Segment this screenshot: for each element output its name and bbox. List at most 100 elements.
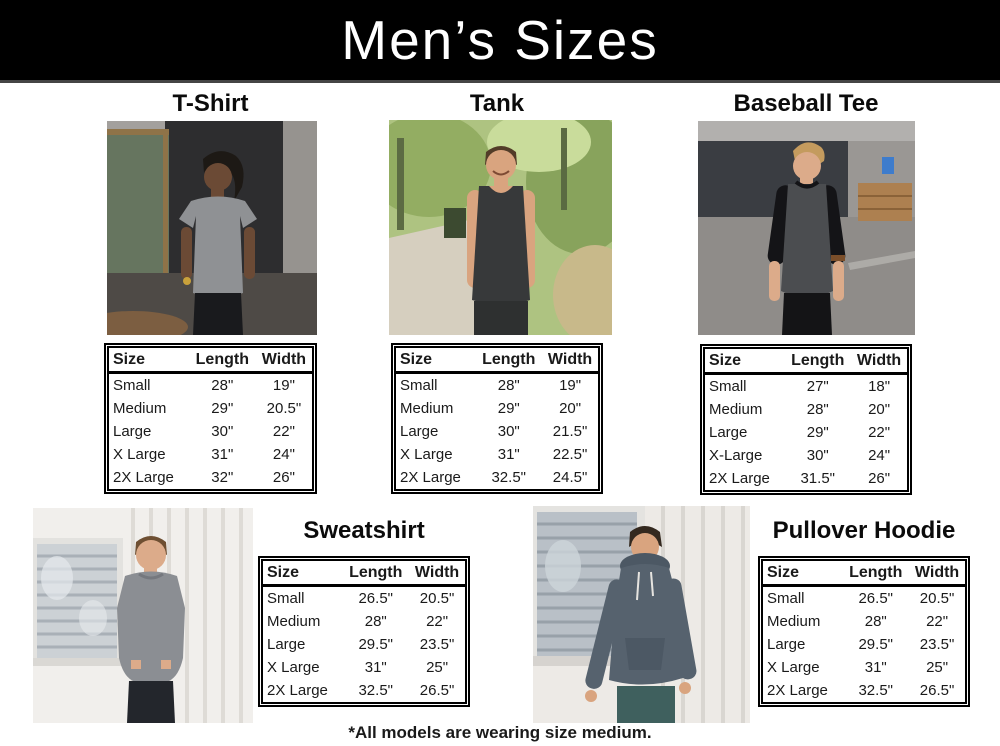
size-cell: Large bbox=[400, 423, 439, 440]
size-table: Size Length Width Small 27" 18" Medium 28" 20" La… bbox=[703, 347, 909, 492]
size-cell: 30" bbox=[211, 423, 234, 440]
size-row: Large 29.5" 23.5" bbox=[262, 633, 466, 656]
size-cell: 29" bbox=[211, 400, 234, 417]
size-table: Size Length Width Small 28" 19" Medium 29" 20.5"… bbox=[107, 346, 314, 491]
size-row: 2X Large 32.5" 26.5" bbox=[262, 679, 466, 703]
size-cell: 31" bbox=[864, 659, 887, 676]
size-table-header-row: Size Length Width bbox=[762, 560, 966, 587]
size-row: X-Large 30" 24" bbox=[704, 444, 908, 467]
tank-model-photo bbox=[389, 120, 612, 335]
size-cell: 19" bbox=[559, 377, 582, 394]
size-row: X Large 31" 25" bbox=[262, 656, 466, 679]
size-cell: 26.5" bbox=[358, 590, 393, 607]
size-cell: Small bbox=[113, 377, 151, 394]
size-row: Large 30" 21.5" bbox=[395, 420, 599, 443]
size-cell: 28" bbox=[211, 377, 234, 394]
column-header: Length bbox=[842, 560, 910, 587]
size-cell: 20" bbox=[868, 401, 891, 418]
size-cell: 31" bbox=[364, 659, 387, 676]
size-cell: 26.5" bbox=[858, 590, 893, 607]
size-cell: Medium bbox=[767, 613, 821, 630]
size-cell: X Large bbox=[400, 446, 453, 463]
size-cell: 2X Large bbox=[400, 469, 461, 486]
size-cell: Large bbox=[709, 424, 748, 441]
size-cell: 20.5" bbox=[919, 590, 955, 607]
column-header: Length bbox=[784, 348, 852, 375]
column-header: Length bbox=[188, 347, 256, 374]
size-cell: 32.5" bbox=[491, 469, 526, 486]
size-cell: 25" bbox=[426, 659, 449, 676]
size-table-header-row: Size Length Width bbox=[395, 347, 599, 374]
size-cell: Medium bbox=[267, 613, 321, 630]
column-header: Length bbox=[342, 560, 410, 587]
size-row: Small 27" 18" bbox=[704, 374, 908, 399]
size-row: Large 29" 22" bbox=[704, 421, 908, 444]
size-row: 2X Large 32" 26" bbox=[108, 466, 313, 490]
tshirt-model-photo bbox=[107, 121, 317, 335]
column-header: Width bbox=[542, 347, 599, 374]
size-row: Small 28" 19" bbox=[108, 373, 313, 398]
size-cell: 25" bbox=[926, 659, 949, 676]
size-cell: 22" bbox=[426, 613, 449, 630]
size-cell: 30" bbox=[806, 447, 829, 464]
size-row: X Large 31" 22.5" bbox=[395, 443, 599, 466]
size-row: Medium 29" 20" bbox=[395, 397, 599, 420]
tshirt-photo-illustration bbox=[107, 121, 317, 335]
column-header: Size bbox=[704, 348, 785, 375]
size-cell: Small bbox=[709, 378, 747, 395]
size-cell: 2X Large bbox=[709, 470, 770, 487]
product-title-sweatshirt: Sweatshirt bbox=[303, 517, 425, 544]
size-cell: 31" bbox=[497, 446, 520, 463]
size-cell: 22" bbox=[272, 423, 295, 440]
size-cell: Small bbox=[400, 377, 438, 394]
blue-sign bbox=[882, 157, 894, 174]
size-cell: 31.5" bbox=[800, 470, 835, 487]
baseball-photo-illustration bbox=[698, 121, 915, 335]
size-row: Small 26.5" 20.5" bbox=[762, 586, 966, 611]
size-cell: 19" bbox=[272, 377, 295, 394]
size-row: Large 30" 22" bbox=[108, 420, 313, 443]
baseball-tee-model-photo bbox=[698, 121, 915, 335]
size-row: Medium 29" 20.5" bbox=[108, 397, 313, 420]
size-cell: 26.5" bbox=[919, 682, 955, 699]
tank-photo-illustration bbox=[389, 120, 612, 335]
size-cell: 29" bbox=[806, 424, 829, 441]
tshirt-size-table: Size Length Width Small 28" 19" Medium 29" 20.5"… bbox=[104, 343, 317, 494]
size-cell: 20" bbox=[559, 400, 582, 417]
size-row: Large 29.5" 23.5" bbox=[762, 633, 966, 656]
size-cell: 26" bbox=[868, 470, 891, 487]
size-table-header-row: Size Length Width bbox=[108, 347, 313, 374]
size-cell: 31" bbox=[211, 446, 234, 463]
size-cell: 2X Large bbox=[267, 682, 328, 699]
size-cell: 22" bbox=[868, 424, 891, 441]
size-table-header-row: Size Length Width bbox=[704, 348, 908, 375]
size-row: Medium 28" 22" bbox=[262, 610, 466, 633]
size-cell: 29.5" bbox=[358, 636, 393, 653]
size-cell: 24.5" bbox=[552, 469, 588, 486]
baseball-tee-size-table: Size Length Width Small 27" 18" Medium 28" 20" La… bbox=[700, 344, 912, 495]
size-cell: 32" bbox=[211, 469, 234, 486]
page-title: Men’s Sizes bbox=[341, 9, 659, 71]
brown-watch bbox=[831, 255, 845, 261]
column-header: Size bbox=[108, 347, 189, 374]
size-row: 2X Large 32.5" 26.5" bbox=[762, 679, 966, 703]
product-title-tshirt: T-Shirt bbox=[172, 90, 249, 117]
size-cell: 23.5" bbox=[419, 636, 455, 653]
size-cell: 28" bbox=[806, 401, 829, 418]
product-title-baseball-tee: Baseball Tee bbox=[733, 90, 879, 117]
size-row: 2X Large 32.5" 24.5" bbox=[395, 466, 599, 490]
size-row: X Large 31" 24" bbox=[108, 443, 313, 466]
size-cell: 29.5" bbox=[858, 636, 893, 653]
tank-size-table: Size Length Width Small 28" 19" Medium 29" 20" La… bbox=[391, 343, 603, 494]
size-cell: 22" bbox=[926, 613, 949, 630]
column-header: Length bbox=[475, 347, 543, 374]
models-size-footnote: *All models are wearing size medium. bbox=[348, 723, 652, 742]
size-row: Small 26.5" 20.5" bbox=[262, 586, 466, 611]
size-cell: 2X Large bbox=[767, 682, 828, 699]
size-cell: 28" bbox=[864, 613, 887, 630]
sweatshirt-size-table: Size Length Width Small 26.5" 20.5" Medium 28" 2… bbox=[258, 556, 470, 707]
size-cell: 24" bbox=[868, 447, 891, 464]
size-cell: 29" bbox=[497, 400, 520, 417]
column-header: Width bbox=[255, 347, 313, 374]
size-table: Size Length Width Small 26.5" 20.5" Medium 28" 2… bbox=[261, 559, 467, 704]
